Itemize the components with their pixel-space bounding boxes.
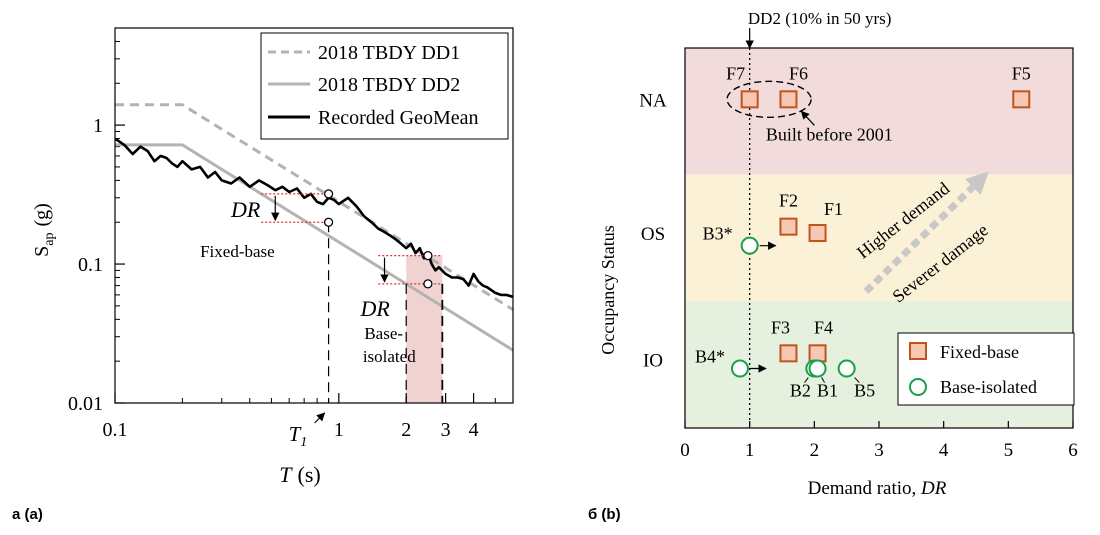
x-tick-label-0: 0.1	[103, 419, 128, 441]
plot-frame	[684, 47, 1074, 429]
legend-label-geomean: Recorded GeoMean	[318, 107, 479, 129]
built-before-label: Built before 2001	[766, 124, 893, 144]
plot-frame	[114, 27, 514, 404]
point-f2	[779, 217, 798, 236]
fixed-base-upper-marker	[323, 189, 334, 199]
legend-label-dd1: 2018 TBDY DD1	[318, 42, 460, 64]
y-tick-label-1: 0.1	[78, 254, 103, 276]
built-before-ellipse	[726, 80, 812, 119]
point-label-b5: B5	[854, 381, 875, 401]
point-f5	[1012, 90, 1031, 109]
legend: Fixed-base Base-isolated	[897, 332, 1075, 406]
x-tick-label-1: 1	[745, 440, 755, 461]
fixed-base-dr-label: DR	[230, 197, 261, 222]
x-axis-label: T (s)	[279, 462, 320, 487]
point-f6	[779, 90, 798, 109]
point-label-f7: F7	[726, 63, 745, 83]
point-f4	[808, 344, 827, 363]
legend-label-dd2: 2018 TBDY DD2	[318, 74, 460, 96]
x-tick-label-6: 6	[1068, 440, 1078, 461]
panel-b-chart: 0 1 2 3 4 5 6 IO OS NA DD2 (10% in 50 yrs) Built…	[598, 9, 1078, 499]
panel-label-a: a (a)	[12, 506, 43, 523]
built-before-arrow	[800, 110, 815, 126]
category-label-os: OS	[641, 224, 665, 245]
point-label-b4: B4*	[695, 347, 725, 367]
category-label-na: NA	[639, 90, 667, 111]
point-b4	[730, 359, 749, 378]
x-tick-label-4: 4	[939, 440, 949, 461]
fixed-base-label: Fixed-base	[200, 242, 275, 261]
point-f1	[808, 224, 827, 242]
point-label-b3: B3*	[703, 224, 733, 244]
x-tick-label-2: 2	[810, 440, 820, 461]
series-line-dd2	[115, 143, 514, 352]
t1-label: T1	[289, 422, 308, 450]
t1-arrow	[314, 412, 326, 424]
point-leader-b1	[821, 377, 825, 383]
point-label-f1: F1	[824, 199, 843, 219]
legend-box	[260, 32, 509, 140]
legend-box	[897, 332, 1075, 406]
legend: 2018 TBDY DD1 2018 TBDY DD2 Recorded Geo…	[260, 32, 509, 140]
base-isolated-period-band	[406, 255, 443, 403]
base-isolated-lower-marker	[423, 279, 433, 289]
panel-a-chart: 0.1 1 2 3 4 0.010.11 DRFixed-baseDRBase-isol…	[31, 27, 514, 487]
point-label-f5: F5	[1012, 63, 1031, 83]
point-leader-b2	[804, 377, 809, 383]
base-isolated-upper-marker	[423, 250, 433, 261]
base-isolated-label-line1: Base-	[364, 324, 403, 343]
x-tick-label-3: 3	[441, 419, 451, 441]
point-b3	[740, 236, 759, 255]
points-group: F7 F6 F5 F2 F1 F3 F4 B3* B4* B2 B1 B5	[695, 63, 1031, 400]
point-b1	[808, 359, 827, 378]
x-tick-label-0: 0	[680, 440, 690, 461]
x-tick-label-4: 4	[469, 419, 479, 441]
x-tick-label-1: 1	[334, 419, 344, 441]
y-tick-label-0: 0.01	[68, 393, 103, 415]
x-tick-label-5: 5	[1004, 440, 1014, 461]
series-group	[114, 103, 514, 352]
point-leader-b5	[854, 377, 860, 383]
point-label-f6: F6	[789, 63, 808, 83]
panel-label-b: б (b)	[588, 506, 621, 523]
base-isolated-dr-label: DR	[360, 296, 391, 321]
category-label-io: IO	[643, 351, 663, 372]
series-line-dd1	[115, 103, 514, 311]
y-axis-category-labels: IO OS NA	[639, 90, 667, 371]
y-axis-ticks: 0.01 0.1 1	[68, 40, 125, 415]
point-b5	[837, 359, 856, 378]
y-axis-label: Sap(g)	[31, 203, 57, 257]
point-label-b2: B2	[790, 381, 811, 401]
legend-label-base-isolated: Base-isolated	[940, 377, 1037, 397]
x-axis-label: Demand ratio, DR	[808, 478, 947, 499]
point-f7	[740, 90, 759, 109]
y-tick-label-2: 1	[93, 115, 103, 137]
dd2-reference-label: DD2 (10% in 50 yrs)	[748, 9, 892, 28]
series-line-geomean	[114, 137, 514, 299]
base-isolated-label-line2: isolated	[363, 347, 416, 366]
x-axis-ticks: 0.1 1 2 3 4	[103, 393, 514, 441]
point-label-f3: F3	[771, 317, 790, 337]
point-label-f4: F4	[814, 317, 833, 337]
point-label-f2: F2	[779, 191, 798, 211]
annotation-group: DR Fixed-base DR Base-isolated T1	[200, 189, 444, 450]
legend-swatch-base-isolated	[909, 378, 927, 396]
legend-swatch-fixed-base	[909, 342, 927, 360]
y-axis-label: Occupancy Status	[598, 225, 618, 354]
legend-label-fixed-base: Fixed-base	[940, 342, 1019, 362]
point-label-b1: B1	[817, 381, 838, 401]
fixed-base-lower-marker	[323, 217, 334, 227]
x-tick-label-3: 3	[874, 440, 884, 461]
demand-gray-arrow	[863, 171, 989, 294]
x-tick-label-2: 2	[401, 419, 411, 441]
point-f3	[779, 344, 798, 363]
